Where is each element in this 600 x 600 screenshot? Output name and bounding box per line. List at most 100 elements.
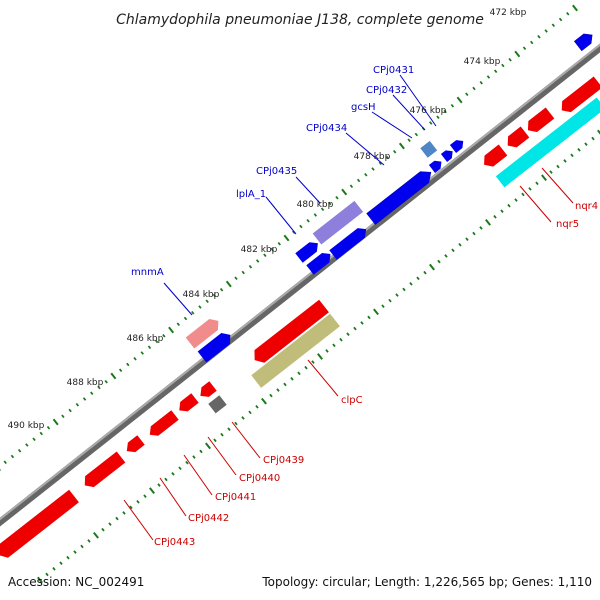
tick-mark <box>164 477 168 482</box>
tick-mark <box>514 198 518 202</box>
forward-genes <box>185 30 596 363</box>
tick-mark <box>407 138 411 143</box>
label-lplA_1[interactable]: lplA_1 <box>236 189 266 200</box>
label-CPj0434[interactable]: CPj0434 <box>306 123 347 134</box>
tick-mark <box>500 209 504 214</box>
gene-CPj0435-shape[interactable] <box>366 167 436 225</box>
label-CPj0432[interactable]: CPj0432 <box>366 85 407 96</box>
tick-mark <box>147 345 152 350</box>
gene-mnmA-shape[interactable] <box>185 315 223 349</box>
tick-mark <box>205 299 209 304</box>
gene-CPj0434-shape[interactable] <box>428 158 445 173</box>
tick-mark <box>87 539 91 543</box>
tick-mark <box>472 231 476 236</box>
tick-mark <box>82 397 87 401</box>
tick-mark <box>191 310 195 315</box>
tick-mark <box>398 142 405 150</box>
tick-mark <box>277 241 281 246</box>
tick-mark <box>479 80 483 85</box>
tick-mark <box>416 276 420 281</box>
tick-mark <box>436 115 440 120</box>
tick-label-490: 490 kbp <box>8 421 45 431</box>
tick-mark <box>371 167 375 171</box>
label-CPj0435[interactable]: CPj0435 <box>256 166 297 177</box>
tick-mark <box>283 382 287 387</box>
gene-red-lowleft[interactable] <box>0 489 79 562</box>
tick-mark <box>168 326 175 334</box>
tick-mark <box>493 215 497 219</box>
tick-mark <box>570 153 574 158</box>
label-mnmA[interactable]: mnmA <box>131 267 164 278</box>
tick-mark <box>306 218 310 223</box>
tick-mark <box>549 170 553 174</box>
tick-mark <box>535 181 539 186</box>
tick-mark <box>522 46 527 51</box>
label-CPj0443[interactable]: CPj0443 <box>154 537 195 548</box>
gene-CPj0440-shape[interactable] <box>176 393 199 415</box>
label-nqr4[interactable]: nqr4 <box>575 201 598 212</box>
gene-red-topright-1[interactable] <box>557 76 600 115</box>
gene-CPj0441-shape[interactable] <box>146 410 179 439</box>
tick-mark <box>213 438 217 443</box>
label-gcsH[interactable]: gcsH <box>351 102 376 113</box>
gene-nqr-cyan[interactable] <box>495 97 600 188</box>
tick-mark <box>68 408 72 413</box>
tick-mark <box>126 362 130 367</box>
tick-mark <box>320 207 325 212</box>
tick-mark <box>219 287 224 292</box>
gene-forward-mid-3[interactable] <box>306 249 334 275</box>
gene-red-topright-3[interactable] <box>503 126 530 151</box>
label-nqr5[interactable]: nqr5 <box>556 219 579 230</box>
tick-mark <box>52 418 59 426</box>
label-CPj0441[interactable]: CPj0441 <box>215 492 256 503</box>
tick-mark <box>514 50 521 58</box>
tick-label-488: 488 kbp <box>67 378 104 388</box>
tick-mark <box>140 351 144 355</box>
tick-mark <box>443 109 447 114</box>
reverse-label-lines <box>123 167 574 541</box>
tick-mark <box>313 213 318 217</box>
label-CPj0439[interactable]: CPj0439 <box>263 455 304 466</box>
tick-mark <box>110 372 117 380</box>
tick-mark <box>176 322 181 327</box>
gene-clpC-shape[interactable] <box>251 313 340 388</box>
gene-CPj0439-shape[interactable] <box>197 381 217 400</box>
gene-red-topright-4[interactable] <box>480 144 508 170</box>
tick-mark <box>183 316 188 321</box>
tick-mark <box>129 505 133 510</box>
tick-mark <box>269 393 273 398</box>
tick-mark <box>456 96 463 104</box>
gene-gcsH-shape[interactable] <box>420 140 438 158</box>
label-CPj0442[interactable]: CPj0442 <box>188 513 229 524</box>
tick-mark <box>66 555 70 560</box>
label-clpC[interactable]: clpC <box>341 395 363 406</box>
tick-mark <box>227 427 231 431</box>
label-CPj0431[interactable]: CPj0431 <box>373 65 414 76</box>
gene-CPj0442-shape[interactable] <box>123 435 145 456</box>
tick-mark <box>290 377 294 381</box>
reverse-genes <box>0 76 600 562</box>
tick-mark <box>255 404 259 409</box>
label-CPj0440[interactable]: CPj0440 <box>239 473 280 484</box>
tick-mark <box>360 321 364 325</box>
tick-mark <box>507 203 511 208</box>
gene-CPj0432-shape[interactable] <box>440 147 456 162</box>
gene-red-topright-2[interactable] <box>524 107 555 135</box>
gene-forward-low[interactable] <box>197 329 235 363</box>
gene-lplA_1-shape[interactable] <box>312 200 364 245</box>
gene-grey-shape[interactable] <box>208 395 227 414</box>
gene-clpC-red[interactable] <box>250 299 329 367</box>
tick-mark <box>356 178 361 183</box>
tick-mark <box>373 308 379 316</box>
gene-CPj0443-shape[interactable] <box>80 451 126 490</box>
tick-mark <box>364 172 368 177</box>
tick-mark <box>429 121 433 125</box>
tick-mark <box>198 305 202 309</box>
gene-forward-mid-1[interactable] <box>295 238 321 263</box>
tick-mark <box>225 280 232 288</box>
gene-forward-mid-2[interactable] <box>329 224 369 260</box>
tick-mark <box>154 339 159 344</box>
gene-CPj0431-shape[interactable] <box>449 137 466 153</box>
gene-forward-top[interactable] <box>573 30 596 52</box>
